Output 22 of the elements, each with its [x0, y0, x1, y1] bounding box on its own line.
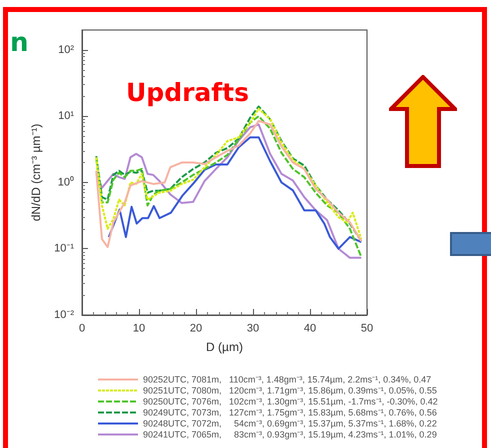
legend-label: 90248UTC, 7072m, 54cm⁻³, 0.69gm⁻³, 15.37µm, 5.37ms⁻¹, 1.68%, 0.22 [143, 418, 437, 428]
y-tick-label: 10⁻² [54, 309, 74, 321]
x-tick-label: 30 [246, 322, 260, 334]
x-tick-label: 40 [304, 322, 316, 334]
y-tick-label: 10¹ [58, 110, 74, 122]
line-series [108, 136, 362, 250]
text: n [10, 28, 29, 58]
y-axis-title: dN/dD (cm⁻³ µm⁻¹) [29, 124, 43, 222]
x-tick-label: 10 [132, 322, 146, 334]
x-tick-label: 0 [78, 322, 86, 334]
legend-label: 90251UTC, 7080m, 120cm⁻³, 1.71gm⁻³, 15.86µm, 0.39ms⁻¹, 0.05%, 0.55 [143, 386, 437, 396]
y-tick-label: 10⁰ [58, 175, 74, 188]
legend-label: 90252UTC, 7081m, 110cm⁻³, 1.48gm⁻³, 15.74µm, 2.2ms⁻¹, 0.34%, 0.47 [143, 374, 432, 384]
annotation: Updrafts [126, 78, 249, 107]
legend-label: 90250UTC, 7076m, 102cm⁻³, 1.30gm⁻³, 15.51µm, -1.7ms⁻¹, -0.30%, 0.42 [143, 396, 438, 406]
x-axis-title: D (µm) [206, 340, 243, 354]
y-tick-label: 10⁻¹ [54, 242, 74, 255]
legend-label: 90241UTC, 7065m, 83cm⁻³, 0.93gm⁻³, 15.19µm, 4.23ms⁻¹, 1.01%, 0.29 [143, 430, 437, 440]
legend-label: 90249UTC, 7073m, 127cm⁻³, 1.75gm⁻³, 15.83µm, 5.68ms⁻¹, 0.76%, 0.56 [143, 408, 437, 418]
y-tick-label: 10² [58, 44, 74, 56]
x-tick-label: 50 [360, 322, 374, 334]
x-tick-label: 20 [190, 322, 202, 334]
